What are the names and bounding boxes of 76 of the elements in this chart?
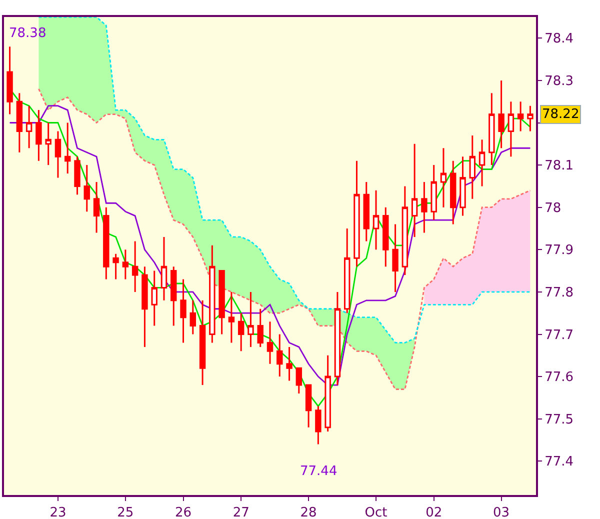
candlestick bbox=[460, 156, 466, 217]
candlestick bbox=[402, 185, 408, 276]
candlestick bbox=[36, 109, 42, 162]
candlestick bbox=[363, 181, 370, 242]
candlestick bbox=[527, 105, 534, 132]
y-tick-label: 77.9 bbox=[544, 243, 574, 258]
candlestick bbox=[392, 224, 398, 293]
x-tick-label: 27 bbox=[232, 506, 250, 519]
candlestick bbox=[190, 300, 196, 336]
candlestick bbox=[209, 244, 216, 344]
y-tick-label: 77.5 bbox=[544, 412, 574, 428]
candlestick bbox=[16, 92, 23, 154]
y-tick-label: 78.4 bbox=[544, 32, 574, 47]
candlestick bbox=[315, 405, 322, 445]
candlestick bbox=[498, 80, 504, 149]
candlestick bbox=[248, 291, 254, 348]
candlestick bbox=[160, 236, 168, 302]
x-tick-label: 25 bbox=[117, 506, 134, 519]
candlestick bbox=[469, 134, 476, 200]
candlestick bbox=[228, 291, 235, 344]
candlestick bbox=[6, 46, 13, 116]
candlestick bbox=[103, 206, 110, 280]
candlestick bbox=[199, 300, 206, 386]
candlestick bbox=[112, 253, 119, 280]
candlestick bbox=[450, 160, 456, 226]
x-tick-label: 03 bbox=[493, 506, 510, 519]
y-tick-label: 77.6 bbox=[544, 370, 574, 386]
candlestick bbox=[45, 122, 52, 166]
candlestick bbox=[276, 334, 283, 378]
candlestick bbox=[257, 308, 264, 348]
candlestick bbox=[296, 367, 302, 394]
x-tick-label: 26 bbox=[174, 506, 192, 519]
annotation: 78.38 bbox=[9, 26, 46, 41]
x-tick-label: 28 bbox=[300, 506, 317, 519]
candlestick bbox=[218, 270, 225, 336]
y-tick-label: 77.8 bbox=[544, 286, 574, 301]
y-tick-label: 78 bbox=[544, 200, 562, 216]
candlestick bbox=[372, 190, 380, 250]
x-tick-label: 02 bbox=[426, 506, 442, 519]
candlestick bbox=[84, 164, 90, 212]
candlestick bbox=[74, 156, 80, 196]
candlestick bbox=[382, 206, 389, 268]
candlestick bbox=[132, 240, 138, 293]
candlestick bbox=[344, 228, 350, 314]
annotation: 77.44 bbox=[300, 464, 338, 479]
candlestick bbox=[421, 181, 428, 234]
y-tick-label: 78.3 bbox=[544, 74, 574, 89]
candlestick bbox=[122, 248, 129, 280]
candlestick bbox=[142, 266, 148, 348]
candlestick bbox=[430, 164, 437, 221]
candlestick bbox=[170, 266, 177, 327]
y-tick-label: 77.4 bbox=[544, 454, 574, 470]
candlestick bbox=[151, 270, 158, 327]
candlestick bbox=[93, 181, 100, 234]
candlestick bbox=[478, 138, 486, 187]
candlestick bbox=[238, 312, 244, 352]
candlestick bbox=[488, 92, 495, 166]
candlestick bbox=[324, 354, 331, 432]
candlestick bbox=[508, 100, 514, 158]
candlestick bbox=[517, 100, 524, 132]
candlestick bbox=[266, 320, 274, 365]
y-tick-label: 77.7 bbox=[544, 328, 574, 343]
candlestick bbox=[180, 278, 186, 344]
candlestick bbox=[286, 346, 292, 382]
y-tick-label: 78.1 bbox=[544, 158, 574, 174]
text: 78.22 bbox=[542, 107, 580, 122]
candlestick bbox=[440, 147, 447, 208]
candlestick bbox=[354, 160, 360, 268]
candlestick bbox=[305, 384, 312, 428]
x-tick-label: Oct bbox=[364, 506, 388, 519]
candlestick bbox=[334, 291, 341, 386]
x-tick-label: 23 bbox=[50, 506, 66, 519]
candlestick bbox=[26, 105, 32, 149]
candlestick bbox=[411, 143, 418, 238]
candlestick bbox=[54, 130, 62, 178]
candlestick bbox=[64, 122, 71, 174]
